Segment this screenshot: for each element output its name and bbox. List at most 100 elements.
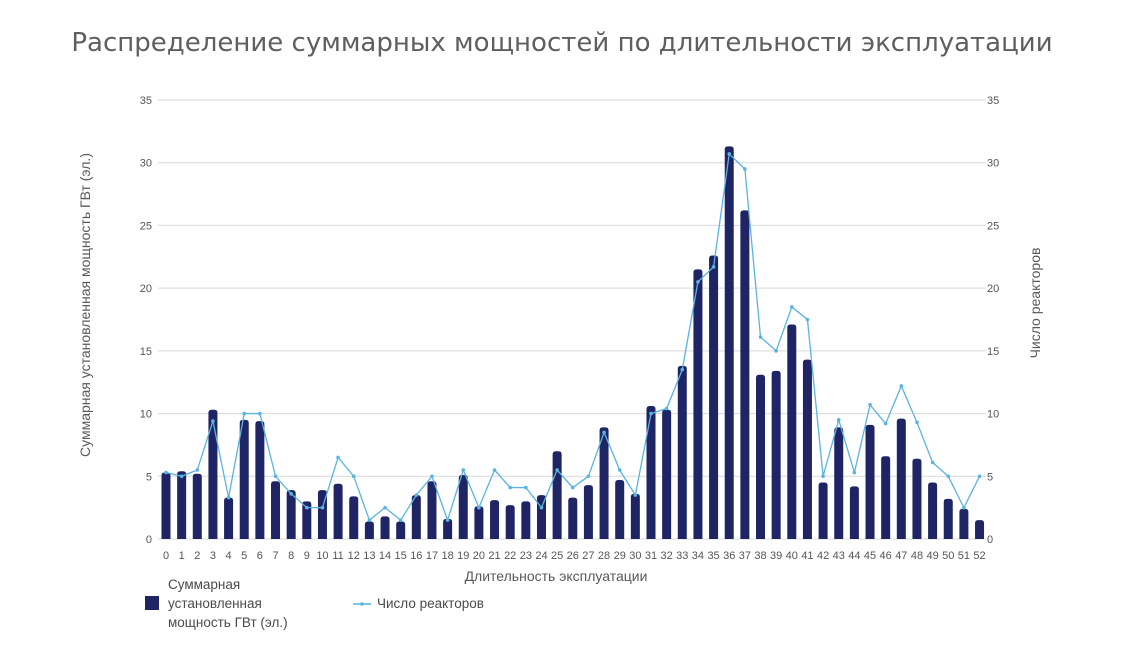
- x-axis-label: Длительность эксплуатации: [465, 568, 648, 584]
- bar: [771, 370, 781, 539]
- x-tick-label: 6: [257, 550, 263, 562]
- y-tick-label: 15: [140, 346, 152, 358]
- line-point: [899, 384, 904, 388]
- line-point: [445, 518, 450, 522]
- x-tick-label: 12: [348, 550, 360, 562]
- bar: [615, 480, 625, 539]
- line-point: [242, 411, 247, 416]
- x-tick-label: 40: [786, 550, 798, 562]
- line-point: [883, 421, 888, 426]
- bar: [224, 497, 234, 539]
- bar: [255, 421, 265, 539]
- bar: [646, 406, 656, 539]
- series-line: [165, 152, 981, 523]
- line-point: [633, 493, 638, 497]
- line-point: [743, 167, 747, 171]
- line-point: [383, 505, 387, 510]
- line-point: [852, 470, 857, 475]
- y2-tick-label: 5: [987, 471, 993, 483]
- x-tick-label: 36: [723, 550, 735, 562]
- chart-title: Распределение суммарных мощностей по дли…: [71, 28, 1052, 58]
- x-axis-ticks: 0 1 2 3 4 5 6 7 8 9 10 11 12 13 14 15 16 17 18 19 20 21 22 23 24…: [163, 550, 986, 562]
- bar: [443, 518, 453, 539]
- x-tick-label: 17: [426, 550, 438, 562]
- legend-line-marker: [360, 602, 364, 606]
- x-tick-label: 5: [241, 550, 247, 562]
- x-tick-label: 3: [210, 550, 216, 562]
- x-tick-label: 46: [880, 550, 892, 562]
- bar: [177, 471, 187, 539]
- line-point: [946, 474, 951, 479]
- x-tick-label: 37: [739, 550, 751, 562]
- x-tick-label: 9: [304, 550, 310, 562]
- bar: [161, 472, 171, 539]
- bar: [208, 409, 218, 539]
- line-point: [461, 468, 466, 472]
- line-point: [602, 430, 606, 435]
- x-tick-label: 52: [973, 550, 985, 562]
- bar: [943, 498, 953, 539]
- x-tick-label: 35: [707, 550, 719, 562]
- y2-tick-label: 0: [987, 534, 993, 546]
- x-tick-label: 25: [551, 550, 563, 562]
- x-tick-label: 39: [770, 550, 782, 562]
- legend-bar-label: Суммарная установленная мощность ГВт (эл.): [168, 577, 288, 630]
- bar: [302, 501, 312, 539]
- legend-bar-label-line: установленная: [168, 596, 262, 611]
- line-point: [539, 505, 544, 510]
- x-tick-label: 14: [379, 550, 391, 562]
- bar: [583, 485, 593, 539]
- line-point: [195, 468, 200, 472]
- y-tick-label: 35: [140, 95, 152, 107]
- bar: [458, 475, 468, 539]
- bar: [521, 501, 531, 539]
- line-point: [805, 317, 810, 322]
- x-tick-label: 51: [958, 550, 970, 562]
- line-point: [977, 474, 982, 479]
- x-tick-label: 42: [817, 550, 829, 562]
- x-tick-label: 26: [567, 550, 579, 562]
- bar: [552, 451, 562, 539]
- x-tick-label: 13: [363, 550, 375, 562]
- line-point: [492, 468, 497, 472]
- x-tick-label: 47: [895, 550, 907, 562]
- bar: [364, 521, 374, 539]
- line-point: [226, 495, 231, 500]
- bar: [849, 486, 859, 539]
- line-point: [524, 485, 528, 490]
- bar: [662, 409, 672, 539]
- x-tick-label: 7: [272, 550, 278, 562]
- x-tick-label: 19: [457, 550, 469, 562]
- x-tick-label: 29: [614, 550, 626, 562]
- x-tick-label: 10: [316, 550, 328, 562]
- line-series: [164, 152, 982, 523]
- line-point: [758, 335, 763, 339]
- bar: [802, 359, 812, 539]
- bar: [568, 497, 578, 539]
- x-tick-label: 33: [676, 550, 688, 562]
- line-point: [930, 460, 935, 465]
- line-point: [477, 505, 481, 510]
- line-point: [790, 305, 794, 309]
- x-tick-label: 27: [582, 550, 594, 562]
- y2-tick-label: 25: [987, 220, 999, 232]
- line-point: [586, 474, 591, 479]
- x-tick-label: 28: [598, 550, 610, 562]
- line-point: [320, 505, 325, 510]
- y-tick-label: 20: [140, 283, 152, 295]
- line-point: [680, 367, 685, 372]
- y-axis-label: Суммарная установленная мощность ГВт (эл…: [77, 153, 93, 457]
- bar: [490, 500, 500, 539]
- x-tick-label: 21: [488, 550, 500, 562]
- bar: [271, 481, 281, 539]
- line-point: [367, 518, 372, 522]
- y-tick-label: 30: [140, 158, 152, 170]
- bar: [756, 374, 766, 539]
- x-tick-label: 0: [163, 550, 169, 562]
- line-point: [915, 420, 919, 425]
- bar: [396, 521, 406, 539]
- line-point: [164, 470, 168, 475]
- line-point: [430, 474, 434, 479]
- line-point: [570, 485, 575, 490]
